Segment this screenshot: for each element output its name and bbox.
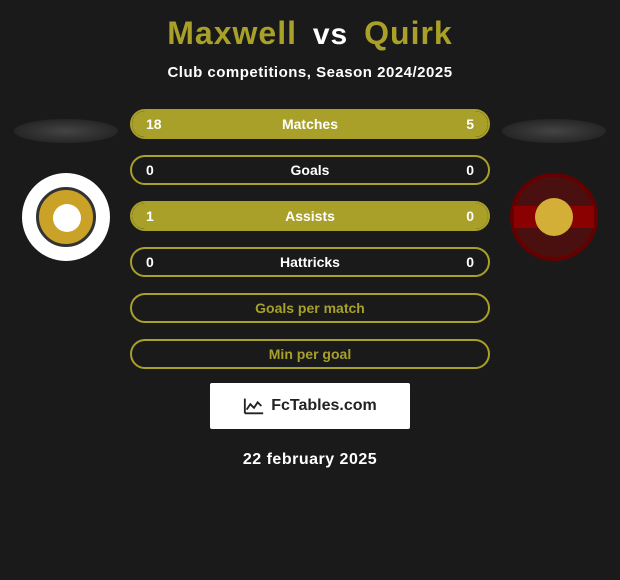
page-title: Maxwell vs Quirk: [0, 15, 620, 52]
stat-label: Min per goal: [132, 346, 488, 362]
stat-label: Matches: [132, 116, 488, 132]
stat-label: Goals per match: [132, 300, 488, 316]
source-text: FcTables.com: [271, 397, 377, 415]
right-column: [502, 109, 606, 261]
player2-name: Quirk: [364, 15, 453, 51]
stat-bar-matches: 185Matches: [130, 109, 490, 139]
stat-bar-goals-per-match: Goals per match: [130, 293, 490, 323]
stat-bar-hattricks: 00Hattricks: [130, 247, 490, 277]
stat-label: Hattricks: [132, 254, 488, 270]
comparison-card: Maxwell vs Quirk Club competitions, Seas…: [0, 0, 620, 580]
player1-name: Maxwell: [167, 15, 297, 51]
stat-label: Goals: [132, 162, 488, 178]
stats-column: 185Matches 00Goals 10Assists 00Hattricks Goa…: [130, 109, 490, 369]
vs-text: vs: [313, 18, 348, 51]
source-badge: FcTables.com: [210, 383, 410, 429]
player1-club-crest: [22, 173, 110, 261]
stat-bar-assists: 10Assists: [130, 201, 490, 231]
stat-bar-min-per-goal: Min per goal: [130, 339, 490, 369]
player1-silhouette: [14, 119, 118, 143]
main-content: 185Matches 00Goals 10Assists 00Hattricks Goa…: [0, 109, 620, 369]
player2-silhouette: [502, 119, 606, 143]
date-text: 22 february 2025: [0, 451, 620, 469]
player2-club-crest: [510, 173, 598, 261]
stat-label: Assists: [132, 208, 488, 224]
stat-bar-goals: 00Goals: [130, 155, 490, 185]
chart-icon: [243, 396, 265, 416]
subtitle: Club competitions, Season 2024/2025: [0, 64, 620, 81]
left-column: [14, 109, 118, 261]
